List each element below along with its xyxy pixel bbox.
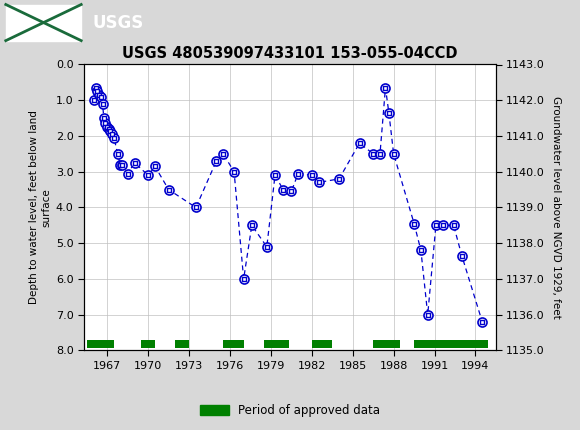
Y-axis label: Groundwater level above NGVD 1929, feet: Groundwater level above NGVD 1929, feet xyxy=(551,96,561,319)
Bar xyxy=(414,340,488,348)
Bar xyxy=(373,340,400,348)
Title: USGS 480539097433101 153-055-04CCD: USGS 480539097433101 153-055-04CCD xyxy=(122,46,458,61)
Bar xyxy=(142,340,155,348)
Bar xyxy=(223,340,244,348)
Legend: Period of approved data: Period of approved data xyxy=(195,399,385,422)
Bar xyxy=(312,340,332,348)
Bar xyxy=(87,340,114,348)
Bar xyxy=(264,340,289,348)
Text: USGS: USGS xyxy=(93,14,144,31)
Y-axis label: Depth to water level, feet below land
surface: Depth to water level, feet below land su… xyxy=(28,111,52,304)
Bar xyxy=(6,4,81,41)
Bar xyxy=(176,340,189,348)
